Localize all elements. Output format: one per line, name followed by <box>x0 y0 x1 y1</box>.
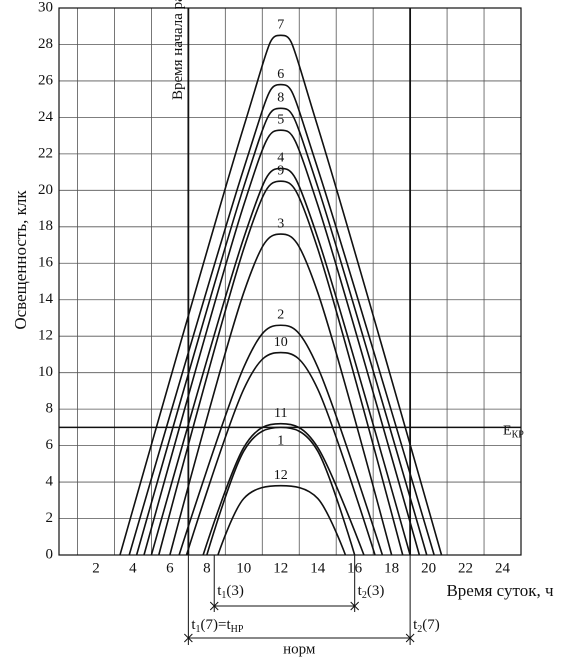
y-tick-label: 14 <box>38 291 54 307</box>
dim-label-sub: НР <box>231 624 244 635</box>
dim-label-main: t <box>191 617 196 633</box>
dim-label: t1(3) <box>217 583 244 601</box>
curve-label: 4 <box>277 151 284 166</box>
dim-label-rest: (3) <box>226 583 244 599</box>
dim-tick <box>350 601 360 611</box>
dim-label: t2(7) <box>413 617 440 635</box>
curve-label: 7 <box>277 18 284 33</box>
dim-label: t2(3) <box>358 583 385 601</box>
y-tick-label: 6 <box>46 437 54 453</box>
y-tick-label: 4 <box>46 474 54 490</box>
y-tick-label: 26 <box>38 72 54 88</box>
dim-label-rest: (3) <box>367 583 385 599</box>
dim-tick <box>405 633 415 643</box>
curve <box>185 351 376 556</box>
curve <box>158 180 404 556</box>
x-tick-label: 14 <box>310 560 326 576</box>
y-tick-label: 2 <box>46 510 54 526</box>
curve-label: 8 <box>277 91 284 106</box>
curve-label: 10 <box>274 335 288 350</box>
x-axis-label: Время суток, ч <box>446 581 553 600</box>
y-tick-label: 12 <box>38 328 53 344</box>
x-tick-label: 4 <box>129 560 137 576</box>
y-axis-label: Освещенность, клк <box>11 190 30 330</box>
x-tick-label: 18 <box>384 560 399 576</box>
curve <box>135 107 428 556</box>
x-tick-label: 20 <box>421 560 436 576</box>
curve <box>150 167 411 556</box>
dim-tick <box>184 633 193 643</box>
x-tick-label: 8 <box>203 560 211 576</box>
dim-label-sub: 2 <box>362 590 367 601</box>
curve <box>217 484 347 556</box>
x-tick-label: 24 <box>495 560 511 576</box>
curve-label: 6 <box>277 67 284 82</box>
curve-label: 2 <box>277 307 284 322</box>
dim-label-sub: 1 <box>196 624 201 635</box>
dim-label-rest: (7) <box>422 617 440 633</box>
x-tick-label: 6 <box>166 560 174 576</box>
dim-caption: норм <box>283 641 316 657</box>
y-tick-label: 8 <box>46 401 54 417</box>
curve-label: 11 <box>274 406 287 421</box>
curve-label: 3 <box>277 216 284 231</box>
y-tick-label: 0 <box>46 546 54 562</box>
x-tick-label: 22 <box>458 560 473 576</box>
curve-label: 1 <box>277 434 284 449</box>
y-tick-label: 24 <box>38 109 54 125</box>
plot-frame <box>58 7 522 556</box>
curve <box>119 34 443 556</box>
dim-label-main: t <box>413 617 418 633</box>
x-tick-label: 12 <box>273 560 288 576</box>
dim-label-sub: 2 <box>417 624 422 635</box>
dim-label-main: t <box>217 583 222 599</box>
curve-label: 5 <box>277 112 284 127</box>
curve <box>206 426 356 556</box>
curve-label: 9 <box>277 163 284 178</box>
dim-tick <box>209 601 219 611</box>
x-tick-label: 10 <box>236 560 251 576</box>
curve <box>202 422 365 556</box>
y-tick-label: 10 <box>38 364 53 380</box>
dim-label-main: t <box>358 583 363 599</box>
y-tick-label: 20 <box>38 182 53 198</box>
y-tick-label: 18 <box>38 218 53 234</box>
dim-label: t1(7)=tНР <box>191 617 244 635</box>
curve <box>169 233 393 556</box>
curve-label: 12 <box>274 468 288 483</box>
y-tick-label: 28 <box>38 36 53 52</box>
curve <box>128 83 435 556</box>
threshold-label-sub: КР <box>512 430 525 441</box>
curve <box>143 129 421 556</box>
y-tick-label: 16 <box>38 255 54 271</box>
x-tick-label: 2 <box>92 560 100 576</box>
y-tick-label: 22 <box>38 145 53 161</box>
dim-label-sub: 1 <box>221 590 226 601</box>
curve <box>178 324 384 556</box>
y-tick-label: 30 <box>38 0 53 15</box>
dim-label-rest: (7)=t <box>201 617 232 633</box>
threshold-label-main: E <box>503 424 512 439</box>
threshold-label: EКР <box>503 424 524 441</box>
ref-vline-label: Время начала работы <box>170 0 186 100</box>
